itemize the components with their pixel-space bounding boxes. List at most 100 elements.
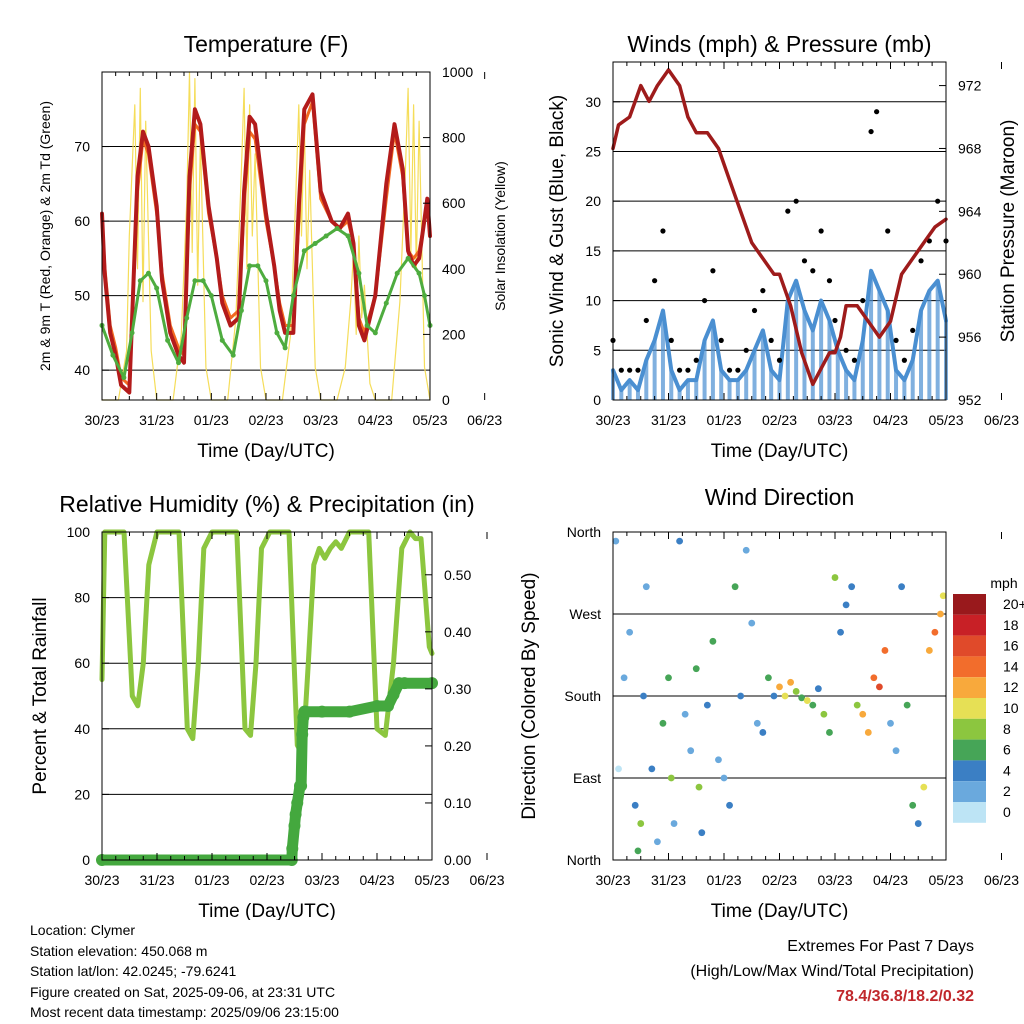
- gust-point: [743, 347, 749, 353]
- dewpoint-point: [255, 263, 261, 269]
- gust-point: [668, 337, 674, 343]
- x-tick-label: 06/23: [984, 412, 1019, 428]
- gust-point: [768, 337, 774, 343]
- dewpoint-point: [356, 270, 362, 276]
- direction-point: [731, 583, 739, 591]
- x-tick-label: 01/23: [194, 412, 229, 428]
- y-right-tick-label: 800: [442, 130, 466, 146]
- dewpoint-point: [145, 270, 151, 276]
- y-right-tick-label: 972: [958, 78, 982, 94]
- y-axis-label: Direction (Colored By Speed): [519, 572, 540, 819]
- y-right-tick-label: 0.50: [444, 567, 471, 583]
- legend-label: 16: [1003, 638, 1019, 654]
- y-right-tick-label: 400: [442, 261, 466, 277]
- direction-point: [937, 610, 944, 618]
- direction-point: [914, 820, 922, 827]
- direction-point: [765, 674, 772, 682]
- precip-point: [316, 705, 328, 718]
- direction-point: [626, 628, 634, 636]
- wind-bar: [644, 360, 649, 400]
- dewpoint-point: [247, 263, 253, 269]
- x-axis-label: Time (Day/UTC): [711, 441, 849, 462]
- y-axis-label: Percent & Total Rainfall: [30, 597, 51, 794]
- x-tick-label: 01/23: [706, 872, 741, 888]
- wind-bar: [694, 380, 699, 400]
- wind-bar: [894, 370, 899, 400]
- x-tick-label: 05/23: [414, 872, 449, 888]
- direction-point: [776, 683, 783, 691]
- legend-swatch: [953, 677, 986, 698]
- direction-point: [837, 628, 844, 636]
- wind-bar: [744, 370, 749, 400]
- y-right-tick-label: 600: [442, 195, 466, 211]
- wind-bar: [635, 390, 640, 400]
- y-tick-label: 20: [74, 786, 90, 802]
- y-right-tick-label: 0: [442, 392, 450, 408]
- station-info: Location: Clymer Station elevation: 450.…: [30, 920, 339, 1023]
- precip-point: [299, 705, 312, 718]
- y-axis-label-right: Solar Insolation (Yellow): [492, 161, 508, 311]
- direction-point: [612, 537, 620, 545]
- x-tick-label: 01/23: [706, 412, 741, 428]
- legend-swatch: [953, 635, 986, 657]
- legend-swatch: [953, 802, 986, 823]
- y-tick-label: 50: [74, 288, 90, 304]
- gust-point: [693, 357, 699, 363]
- y-right-tick-label: 1000: [442, 64, 473, 80]
- location-text: Location: Clymer: [30, 922, 136, 938]
- wind-bar: [852, 380, 857, 400]
- wind-bar: [794, 280, 799, 400]
- direction-point: [667, 774, 675, 782]
- x-tick-label: 30/23: [595, 412, 630, 428]
- dewpoint-point: [121, 375, 127, 381]
- y-tick-label: 5: [593, 342, 601, 358]
- direction-point: [659, 719, 667, 727]
- gust-point: [776, 357, 783, 363]
- legend-label: 2: [1003, 783, 1011, 799]
- direction-point: [909, 801, 917, 809]
- gust-point: [618, 367, 624, 373]
- y-tick-label: 80: [74, 590, 90, 606]
- direction-point: [809, 701, 817, 709]
- direction-point: [726, 801, 733, 809]
- wind-bar: [777, 380, 782, 400]
- x-tick-label: 04/23: [873, 412, 908, 428]
- y-tick-label: 100: [67, 524, 91, 540]
- wind-bar: [802, 310, 807, 400]
- y-tick-label: 15: [585, 243, 601, 259]
- dewpoint-point: [345, 233, 351, 239]
- direction-point: [887, 719, 894, 727]
- gust-point: [893, 337, 899, 343]
- dewpoint-point: [290, 293, 296, 299]
- direction-point: [881, 647, 889, 654]
- series-line-2m-t: [100, 92, 432, 395]
- direction-point: [848, 583, 856, 591]
- legend-swatch: [953, 656, 986, 678]
- wind-bar: [702, 340, 707, 400]
- dewpoint-point: [208, 293, 214, 299]
- y-tick-label: North: [567, 852, 601, 868]
- legend-title: mph: [990, 575, 1017, 591]
- y-tick-label: 40: [74, 721, 90, 737]
- dewpoint-point: [282, 345, 288, 351]
- wind-bar: [827, 320, 832, 400]
- dewpoint-point: [405, 255, 411, 261]
- direction-point: [692, 665, 700, 673]
- legend-label: 18: [1003, 617, 1019, 633]
- direction-point: [715, 756, 722, 764]
- precip-point: [343, 705, 356, 718]
- direction-point: [637, 820, 645, 827]
- direction-point: [859, 710, 867, 718]
- y-tick-label: 20: [585, 193, 601, 209]
- direction-point: [709, 637, 717, 645]
- wind-bar: [769, 370, 774, 400]
- legend-label: 10: [1003, 700, 1019, 716]
- wind-bar: [619, 390, 624, 400]
- direction-point: [620, 674, 628, 682]
- dewpoint-point: [301, 248, 307, 254]
- dewpoint-point: [165, 337, 171, 343]
- gust-point: [751, 307, 758, 314]
- direction-point: [903, 701, 911, 709]
- legend-swatch: [953, 781, 986, 802]
- wind-bar: [669, 370, 674, 400]
